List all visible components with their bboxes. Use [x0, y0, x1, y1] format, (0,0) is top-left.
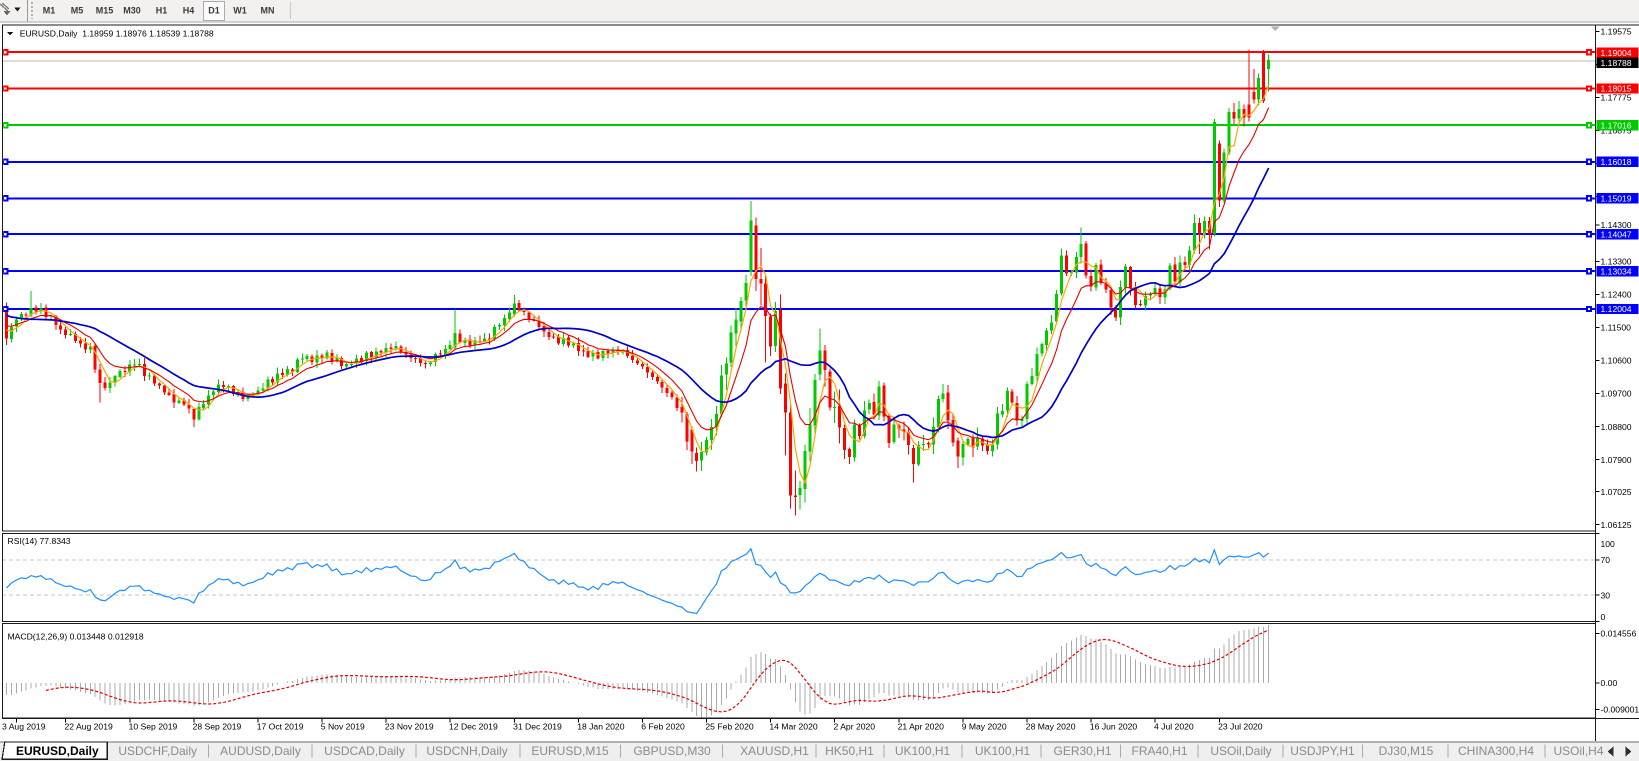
svg-text:M5: M5: [71, 6, 84, 16]
svg-text:MN: MN: [261, 6, 275, 16]
svg-text:USDCAD,Daily: USDCAD,Daily: [324, 744, 405, 758]
svg-text:M1: M1: [43, 6, 56, 16]
svg-text:GBPUSD,M30: GBPUSD,M30: [633, 744, 711, 758]
svg-text:CHINA300,H4: CHINA300,H4: [1458, 744, 1534, 758]
svg-text:1.17775: 1.17775: [1601, 93, 1632, 103]
svg-text:0.00: 0.00: [1601, 678, 1618, 688]
svg-text:1.10600: 1.10600: [1601, 356, 1632, 366]
svg-text:17 Oct 2019: 17 Oct 2019: [257, 722, 304, 732]
svg-text:1.08800: 1.08800: [1601, 422, 1632, 432]
svg-text:1.13300: 1.13300: [1601, 257, 1632, 267]
svg-text:2 Apr 2020: 2 Apr 2020: [834, 722, 876, 732]
svg-text:10 Sep 2019: 10 Sep 2019: [129, 722, 178, 732]
svg-text:28 Sep 2019: 28 Sep 2019: [193, 722, 242, 732]
svg-text:EURUSD,Daily 1.18959 1.18976: EURUSD,Daily 1.18959 1.18976 1.18539 1.1…: [20, 29, 214, 39]
svg-text:1.06125: 1.06125: [1601, 520, 1632, 530]
svg-text:1.14047: 1.14047: [1601, 229, 1632, 239]
svg-text:9 May 2020: 9 May 2020: [962, 722, 1007, 732]
svg-text:EURUSD,Daily: EURUSD,Daily: [16, 744, 99, 758]
svg-text:70: 70: [1601, 555, 1611, 565]
svg-text:USOil,Daily: USOil,Daily: [1210, 744, 1271, 758]
svg-text:DJ30,M15: DJ30,M15: [1379, 744, 1434, 758]
svg-text:1.11500: 1.11500: [1601, 323, 1632, 333]
svg-text:100: 100: [1601, 539, 1616, 549]
svg-text:5 Nov 2019: 5 Nov 2019: [321, 722, 365, 732]
svg-text:1.19004: 1.19004: [1601, 48, 1632, 58]
svg-text:21 Apr 2020: 21 Apr 2020: [898, 722, 945, 732]
svg-text:USDCHF,Daily: USDCHF,Daily: [118, 744, 197, 758]
svg-text:28 May 2020: 28 May 2020: [1026, 722, 1076, 732]
svg-text:1.18015: 1.18015: [1601, 84, 1632, 94]
svg-text:1.09700: 1.09700: [1601, 389, 1632, 399]
svg-text:14 Mar 2020: 14 Mar 2020: [769, 722, 817, 732]
svg-text:18 Jan 2020: 18 Jan 2020: [577, 722, 625, 732]
svg-text:XAUUSD,H1: XAUUSD,H1: [740, 744, 809, 758]
svg-text:1.16018: 1.16018: [1601, 157, 1632, 167]
svg-text:RSI(14) 77.8343: RSI(14) 77.8343: [8, 536, 71, 546]
svg-text:16 Jun 2020: 16 Jun 2020: [1090, 722, 1138, 732]
svg-text:31 Dec 2019: 31 Dec 2019: [513, 722, 562, 732]
svg-text:1.13034: 1.13034: [1601, 266, 1632, 276]
svg-text:H1: H1: [156, 6, 168, 16]
svg-text:1.18788: 1.18788: [1601, 58, 1632, 68]
svg-text:1.12400: 1.12400: [1601, 290, 1632, 300]
svg-text:4 Jul 2020: 4 Jul 2020: [1154, 722, 1194, 732]
svg-text:GER30,H1: GER30,H1: [1053, 744, 1111, 758]
svg-text:1.15019: 1.15019: [1601, 194, 1632, 204]
svg-text:UK100,H1: UK100,H1: [895, 744, 951, 758]
svg-text:HK50,H1: HK50,H1: [825, 744, 874, 758]
svg-text:AUDUSD,Daily: AUDUSD,Daily: [220, 744, 301, 758]
svg-text:USOil,H4: USOil,H4: [1553, 744, 1603, 758]
svg-text:-0.009001: -0.009001: [1601, 705, 1639, 715]
svg-text:30: 30: [1601, 590, 1611, 600]
svg-text:H4: H4: [183, 6, 195, 16]
svg-text:1.07025: 1.07025: [1601, 487, 1632, 497]
svg-text:MACD(12,26,9) 0.013448 0.01291: MACD(12,26,9) 0.013448 0.012918: [8, 632, 144, 642]
svg-text:25 Feb 2020: 25 Feb 2020: [705, 722, 753, 732]
svg-text:1.07900: 1.07900: [1601, 455, 1632, 465]
svg-text:1.19575: 1.19575: [1601, 27, 1632, 37]
svg-text:23 Jul 2020: 23 Jul 2020: [1218, 722, 1263, 732]
svg-text:M15: M15: [96, 6, 114, 16]
svg-text:1.17016: 1.17016: [1601, 120, 1632, 130]
svg-text:23 Nov 2019: 23 Nov 2019: [385, 722, 434, 732]
svg-text:M30: M30: [123, 6, 141, 16]
svg-text:0.014556: 0.014556: [1601, 629, 1637, 639]
svg-text:EURUSD,M15: EURUSD,M15: [531, 744, 609, 758]
svg-text:6 Feb 2020: 6 Feb 2020: [641, 722, 685, 732]
svg-text:12 Dec 2019: 12 Dec 2019: [449, 722, 498, 732]
svg-text:3 Aug 2019: 3 Aug 2019: [2, 722, 46, 732]
svg-text:D1: D1: [208, 6, 220, 16]
svg-text:W1: W1: [233, 6, 247, 16]
svg-text:FRA40,H1: FRA40,H1: [1131, 744, 1187, 758]
svg-text:USDCNH,Daily: USDCNH,Daily: [426, 744, 507, 758]
svg-text:1.14300: 1.14300: [1601, 220, 1632, 230]
svg-text:0: 0: [1601, 612, 1606, 622]
svg-text:1.12004: 1.12004: [1601, 304, 1632, 314]
svg-text:USDJPY,H1: USDJPY,H1: [1290, 744, 1355, 758]
svg-text:22 Aug 2019: 22 Aug 2019: [65, 722, 113, 732]
svg-text:1.16875: 1.16875: [1601, 126, 1632, 136]
svg-text:UK100,H1: UK100,H1: [975, 744, 1031, 758]
